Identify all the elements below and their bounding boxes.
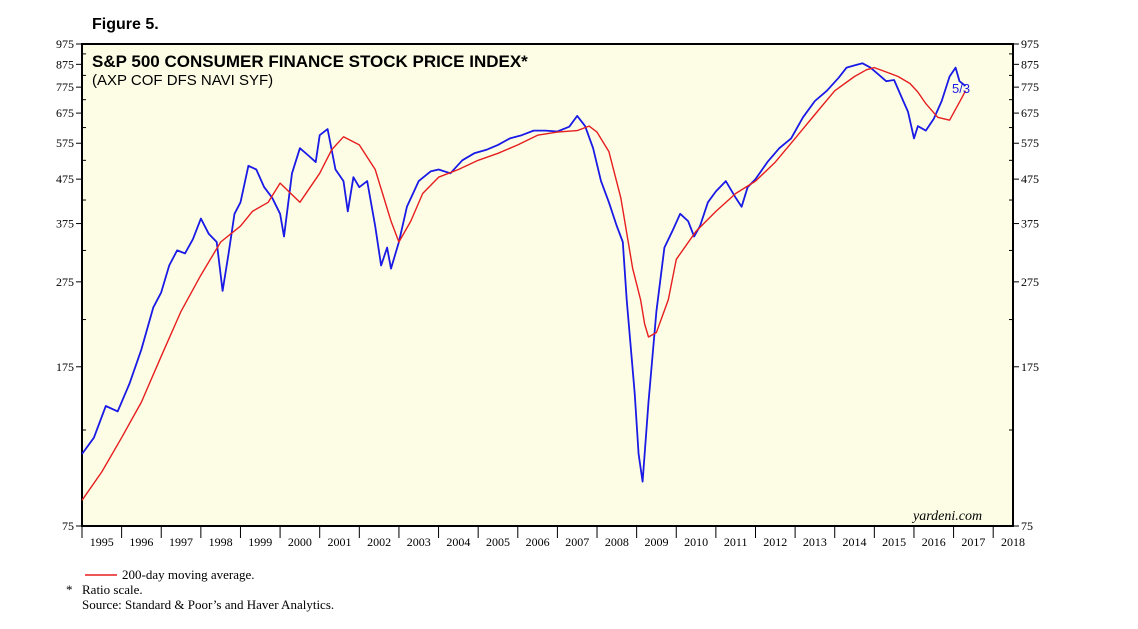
x-tick-label: 2018 bbox=[1001, 535, 1025, 549]
x-tick-label: 2008 bbox=[605, 535, 629, 549]
y-tick-label-right: 975 bbox=[1021, 37, 1039, 51]
y-tick-label-left: 275 bbox=[56, 275, 74, 289]
x-tick-label: 2002 bbox=[367, 535, 391, 549]
x-tick-label: 2007 bbox=[565, 535, 589, 549]
y-tick-label-right: 275 bbox=[1021, 275, 1039, 289]
x-tick-label: 2003 bbox=[407, 535, 431, 549]
x-tick-label: 2009 bbox=[644, 535, 668, 549]
plot-area bbox=[81, 43, 1014, 527]
x-axis: 1995 1996 1997 1998 1999 2000 2001 2002 2003 2004… bbox=[81, 526, 1025, 549]
y-tick-label-right: 75 bbox=[1021, 519, 1033, 533]
x-tick-label: 2016 bbox=[922, 535, 946, 549]
x-tick-label: 2004 bbox=[446, 535, 470, 549]
x-tick-label: 2015 bbox=[882, 535, 906, 549]
y-axis-left: 975 875 775 675 575 475 375 275 175 75 bbox=[56, 37, 86, 533]
y-tick-label-right: 475 bbox=[1021, 172, 1039, 186]
x-tick-label: 1999 bbox=[248, 535, 272, 549]
series-layer bbox=[81, 62, 967, 501]
y-tick-label-right: 675 bbox=[1021, 106, 1039, 120]
y-tick-label-right: 875 bbox=[1021, 57, 1039, 71]
x-tick-label: 1996 bbox=[129, 535, 153, 549]
x-tick-label: 2000 bbox=[288, 535, 312, 549]
y-tick-label-left: 675 bbox=[56, 106, 74, 120]
brand-label: yardeni.com bbox=[911, 509, 982, 524]
x-tick-label: 2010 bbox=[684, 535, 708, 549]
y-tick-label-right: 775 bbox=[1021, 80, 1039, 94]
x-tick-label: 2012 bbox=[763, 535, 787, 549]
y-tick-label-left: 975 bbox=[56, 37, 74, 51]
x-tick-label: 1997 bbox=[169, 535, 193, 549]
y-tick-label-right: 175 bbox=[1021, 360, 1039, 374]
chart-title: S&P 500 CONSUMER FINANCE STOCK PRICE IND… bbox=[92, 52, 528, 71]
x-tick-label: 2006 bbox=[526, 535, 550, 549]
end-date-label: 5/3 bbox=[952, 81, 970, 96]
y-tick-label-left: 775 bbox=[56, 80, 74, 94]
y-tick-label-left: 475 bbox=[56, 172, 74, 186]
x-tick-label: 1998 bbox=[209, 535, 233, 549]
y-tick-label-right: 375 bbox=[1021, 217, 1039, 231]
x-tick-label: 2014 bbox=[843, 535, 867, 549]
x-tick-label: 2013 bbox=[803, 535, 827, 549]
chart-subtitle: (AXP COF DFS NAVI SYF) bbox=[92, 72, 273, 89]
y-tick-label-left: 375 bbox=[56, 217, 74, 231]
moving-average-line bbox=[81, 66, 967, 501]
x-tick-label: 2011 bbox=[724, 535, 748, 549]
price-index-line bbox=[81, 62, 967, 483]
x-tick-label: 2005 bbox=[486, 535, 510, 549]
y-tick-label-right: 575 bbox=[1021, 136, 1039, 150]
x-tick-label: 2017 bbox=[961, 535, 985, 549]
footnote-star: * bbox=[66, 582, 73, 597]
y-axis-right: 975 875 775 675 575 475 375 275 175 75 bbox=[1009, 37, 1039, 533]
legend-ma-label: 200-day moving average. bbox=[122, 567, 254, 582]
y-tick-label-left: 175 bbox=[56, 360, 74, 374]
footnote-source: Source: Standard & Poor’s and Haver Anal… bbox=[82, 597, 334, 612]
y-tick-label-left: 875 bbox=[56, 57, 74, 71]
y-tick-label-left: 75 bbox=[62, 519, 74, 533]
x-tick-label: 2001 bbox=[328, 535, 352, 549]
footnote-ratio-scale: Ratio scale. bbox=[82, 582, 143, 597]
y-tick-label-left: 575 bbox=[56, 136, 74, 150]
figure-label: Figure 5. bbox=[92, 16, 159, 33]
x-tick-label: 1995 bbox=[90, 535, 114, 549]
